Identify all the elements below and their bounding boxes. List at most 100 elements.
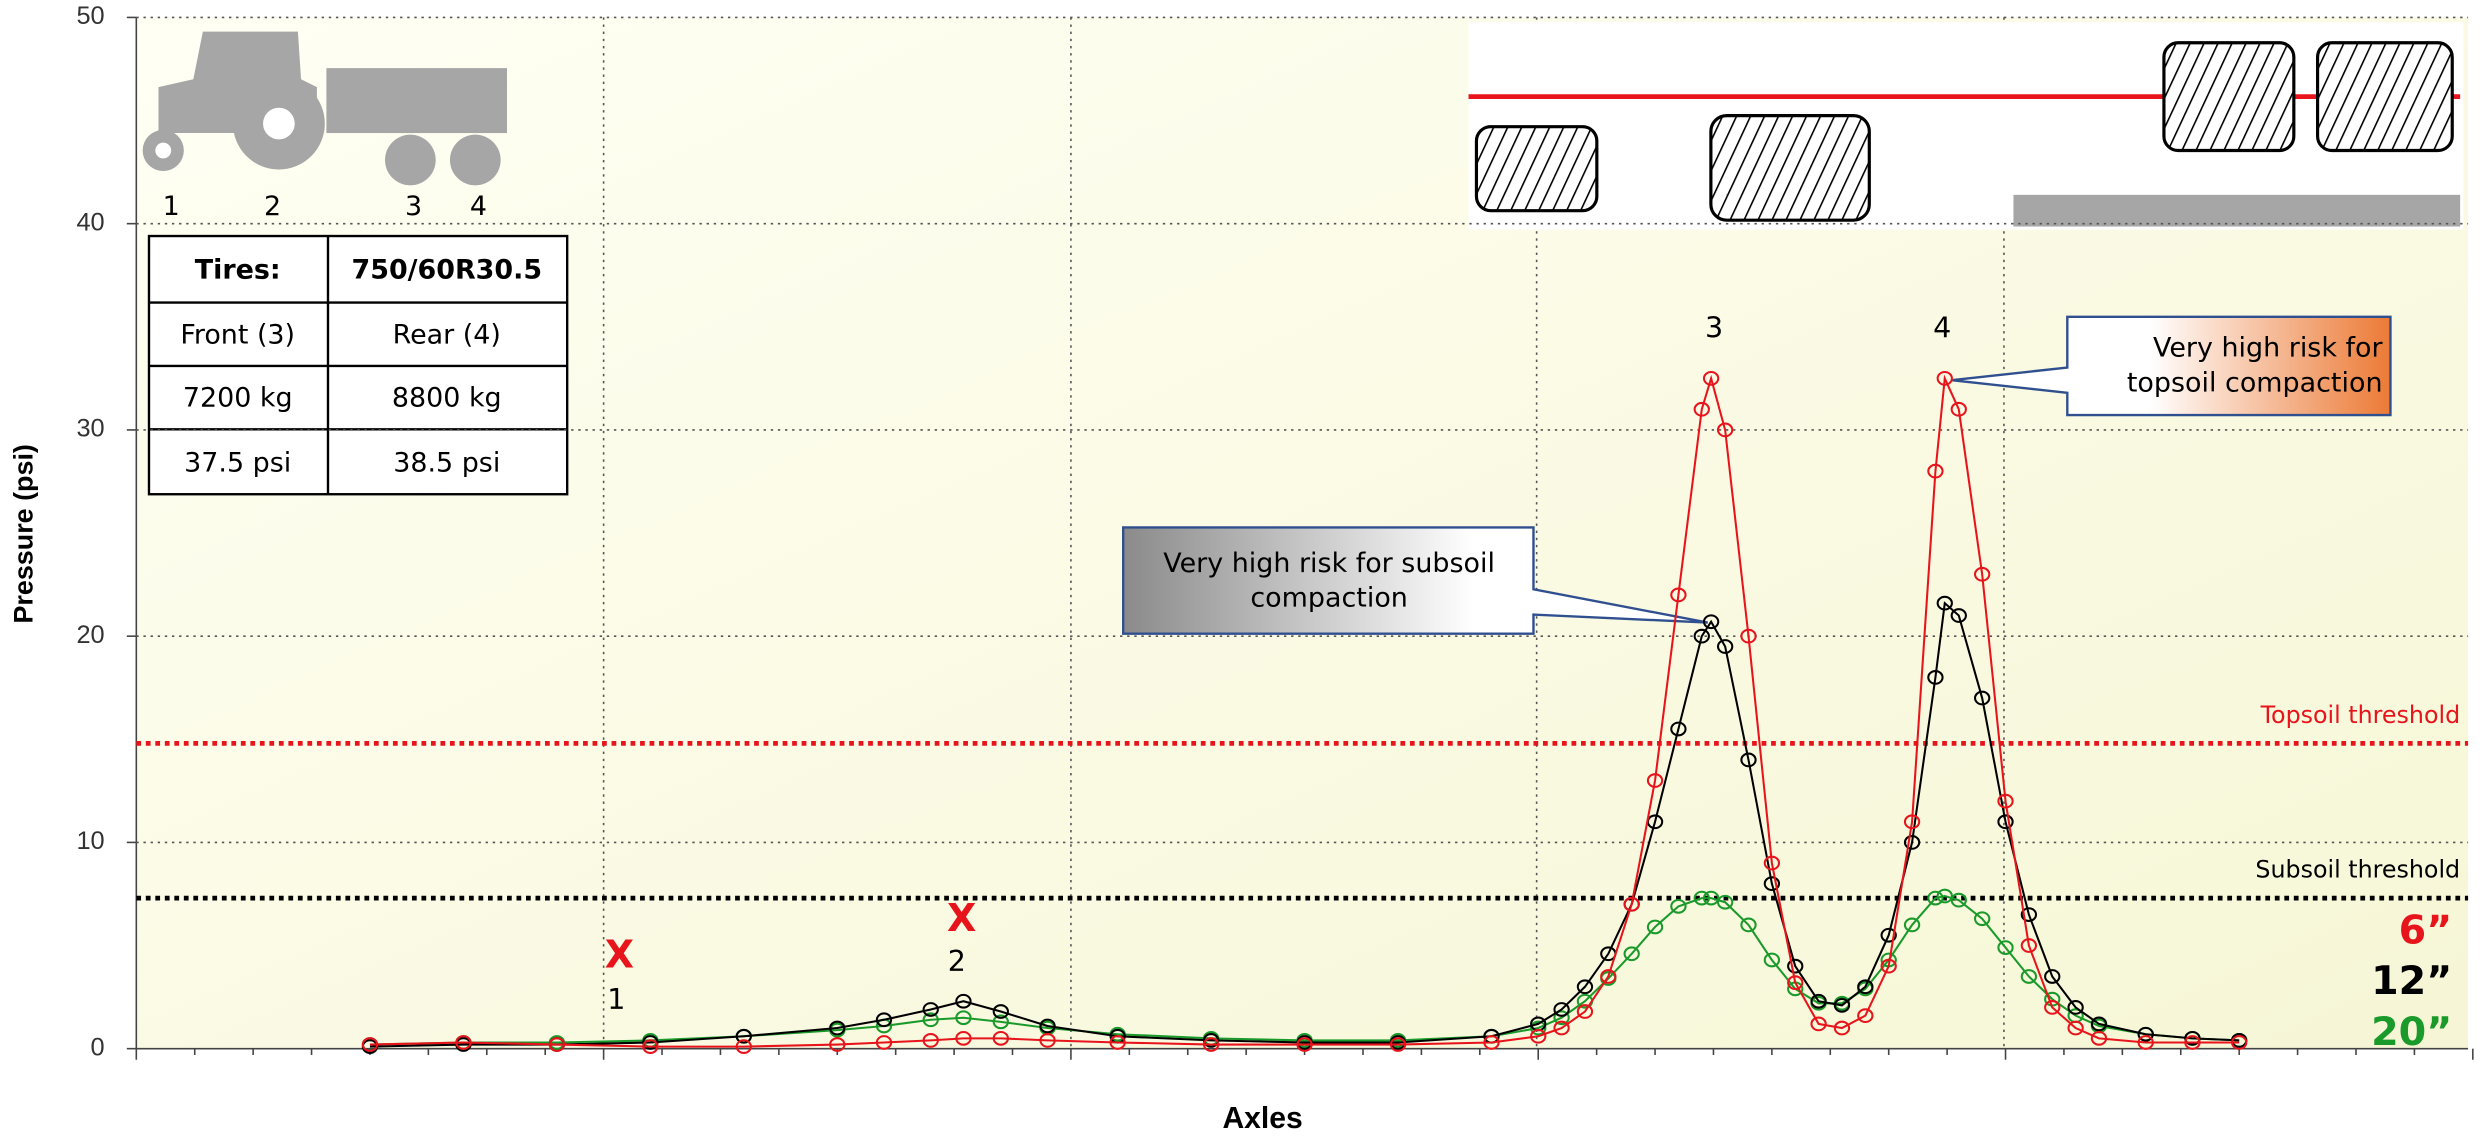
data-point xyxy=(1763,952,1781,968)
data-point xyxy=(2090,1016,2108,1032)
data-point xyxy=(1880,958,1897,974)
tire xyxy=(1709,114,1871,222)
tire xyxy=(2316,41,2454,153)
tire-table: Tires: 750/60R30.5 Front (3) Rear (4) 72… xyxy=(147,234,569,496)
data-point xyxy=(1810,993,1827,1009)
data-point xyxy=(1763,855,1781,871)
data-point xyxy=(1903,814,1921,830)
callout-text: Very high risk for topsoil compaction xyxy=(2126,332,2383,400)
data-point xyxy=(2020,938,2038,953)
data-point xyxy=(1202,1033,1220,1048)
callout: Very high risk for topsoil compaction xyxy=(1951,315,2392,417)
callout-box xyxy=(1122,526,1708,635)
data-point xyxy=(1833,997,1851,1013)
data-point xyxy=(875,1012,893,1028)
data-point xyxy=(955,1010,972,1026)
icon-label: 3 xyxy=(405,191,422,222)
table-cell: 37.5 psi xyxy=(184,448,291,479)
data-point xyxy=(1936,888,1953,904)
data-point xyxy=(2067,1020,2084,1036)
callout-box xyxy=(1951,315,2392,417)
data-point xyxy=(1553,1002,1570,1017)
wheel xyxy=(449,134,501,186)
data-point xyxy=(2090,1030,2108,1046)
data-point xyxy=(2020,907,2038,922)
data-point xyxy=(2137,1026,2154,1042)
data-point xyxy=(1857,979,1874,995)
data-point xyxy=(992,1030,1009,1046)
series xyxy=(361,595,2248,1054)
data-point xyxy=(1903,917,1921,933)
table-cell: Front (3) xyxy=(180,319,295,350)
excluded-mark: X xyxy=(605,932,634,976)
data-point xyxy=(1950,608,1967,623)
data-point xyxy=(1997,814,2014,830)
table-header: Tires: xyxy=(195,254,281,285)
data-point xyxy=(1974,566,1991,582)
data-point xyxy=(1927,670,1944,685)
axle-label: 3 xyxy=(1705,311,1723,344)
data-point xyxy=(1903,835,1921,850)
data-point xyxy=(1483,1035,1500,1050)
data-point xyxy=(1716,422,1734,438)
data-point xyxy=(1702,890,1720,906)
data-point xyxy=(1716,894,1734,910)
data-point xyxy=(1997,793,2014,809)
data-point xyxy=(992,1004,1009,1019)
data-point xyxy=(2184,1030,2201,1046)
data-point xyxy=(735,1028,752,1044)
data-point xyxy=(2044,1000,2061,1015)
data-point xyxy=(1740,917,1757,933)
trailer xyxy=(326,68,507,134)
data-point xyxy=(1623,946,1640,962)
data-point xyxy=(1974,690,1991,706)
data-point xyxy=(2137,1035,2154,1050)
data-point xyxy=(1787,958,1804,974)
legend-entry: 6” xyxy=(2399,908,2453,954)
data-point xyxy=(642,1039,659,1054)
data-point xyxy=(1600,969,1617,984)
axle-label: 1 xyxy=(607,983,625,1016)
data-point xyxy=(1039,1033,1056,1048)
data-point xyxy=(455,1035,472,1050)
data-point xyxy=(1109,1035,1126,1050)
data-point xyxy=(1576,1004,1594,1019)
data-point xyxy=(1927,890,1944,906)
hub xyxy=(263,107,295,140)
callout: Very high risk for subsoil compaction xyxy=(1122,526,1708,635)
axle-label: 4 xyxy=(1933,311,1951,344)
data-point xyxy=(2067,1000,2084,1015)
series-line xyxy=(369,601,2240,1048)
data-point xyxy=(1974,911,1991,927)
data-point xyxy=(642,1035,659,1050)
data-point xyxy=(1716,639,1734,654)
data-point xyxy=(2020,969,2038,984)
data-point xyxy=(1530,1028,1547,1044)
y-tick-label: 30 xyxy=(76,415,104,443)
data-point xyxy=(361,1037,379,1052)
data-point xyxy=(2044,969,2061,984)
data-point xyxy=(955,1030,972,1046)
data-point xyxy=(2231,1035,2248,1050)
x-axis-label: Axles xyxy=(1222,1102,1302,1135)
data-point xyxy=(1763,876,1781,892)
data-point xyxy=(1553,1020,1570,1036)
data-point xyxy=(1623,896,1640,912)
data-point xyxy=(829,1037,846,1052)
table-cell: Rear (4) xyxy=(393,319,501,350)
data-point xyxy=(992,1014,1009,1030)
data-point xyxy=(1039,1018,1056,1034)
data-point xyxy=(1927,463,1944,479)
data-point xyxy=(829,1020,846,1036)
y-tick-label: 0 xyxy=(91,1033,105,1061)
callout-text: Very high risk for subsoil compaction xyxy=(1163,548,1495,615)
ground-bar xyxy=(2013,194,2461,227)
tire xyxy=(2162,41,2296,153)
wheel xyxy=(385,134,436,186)
data-point xyxy=(735,1039,752,1054)
data-point xyxy=(1693,401,1710,417)
data-point xyxy=(1202,1037,1220,1052)
data-point xyxy=(1702,370,1720,386)
data-point xyxy=(1833,1020,1851,1036)
